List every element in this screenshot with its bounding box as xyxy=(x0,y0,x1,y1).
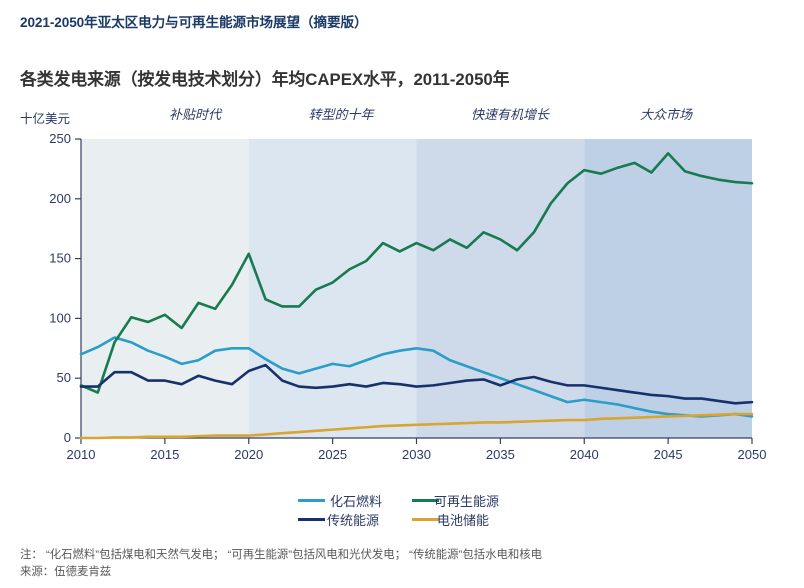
svg-text:2015: 2015 xyxy=(150,447,179,460)
svg-text:2010: 2010 xyxy=(67,447,96,460)
svg-text:50: 50 xyxy=(57,370,71,385)
svg-text:2035: 2035 xyxy=(486,447,515,460)
svg-text:200: 200 xyxy=(49,191,71,206)
svg-text:2050: 2050 xyxy=(738,447,767,460)
svg-text:2025: 2025 xyxy=(318,447,347,460)
svg-text:250: 250 xyxy=(49,131,71,146)
svg-text:0: 0 xyxy=(64,430,71,445)
svg-text:2020: 2020 xyxy=(234,447,263,460)
svg-text:100: 100 xyxy=(49,310,71,325)
svg-text:2045: 2045 xyxy=(654,447,683,460)
svg-text:2040: 2040 xyxy=(570,447,599,460)
svg-text:150: 150 xyxy=(49,251,71,266)
svg-text:2030: 2030 xyxy=(402,447,431,460)
